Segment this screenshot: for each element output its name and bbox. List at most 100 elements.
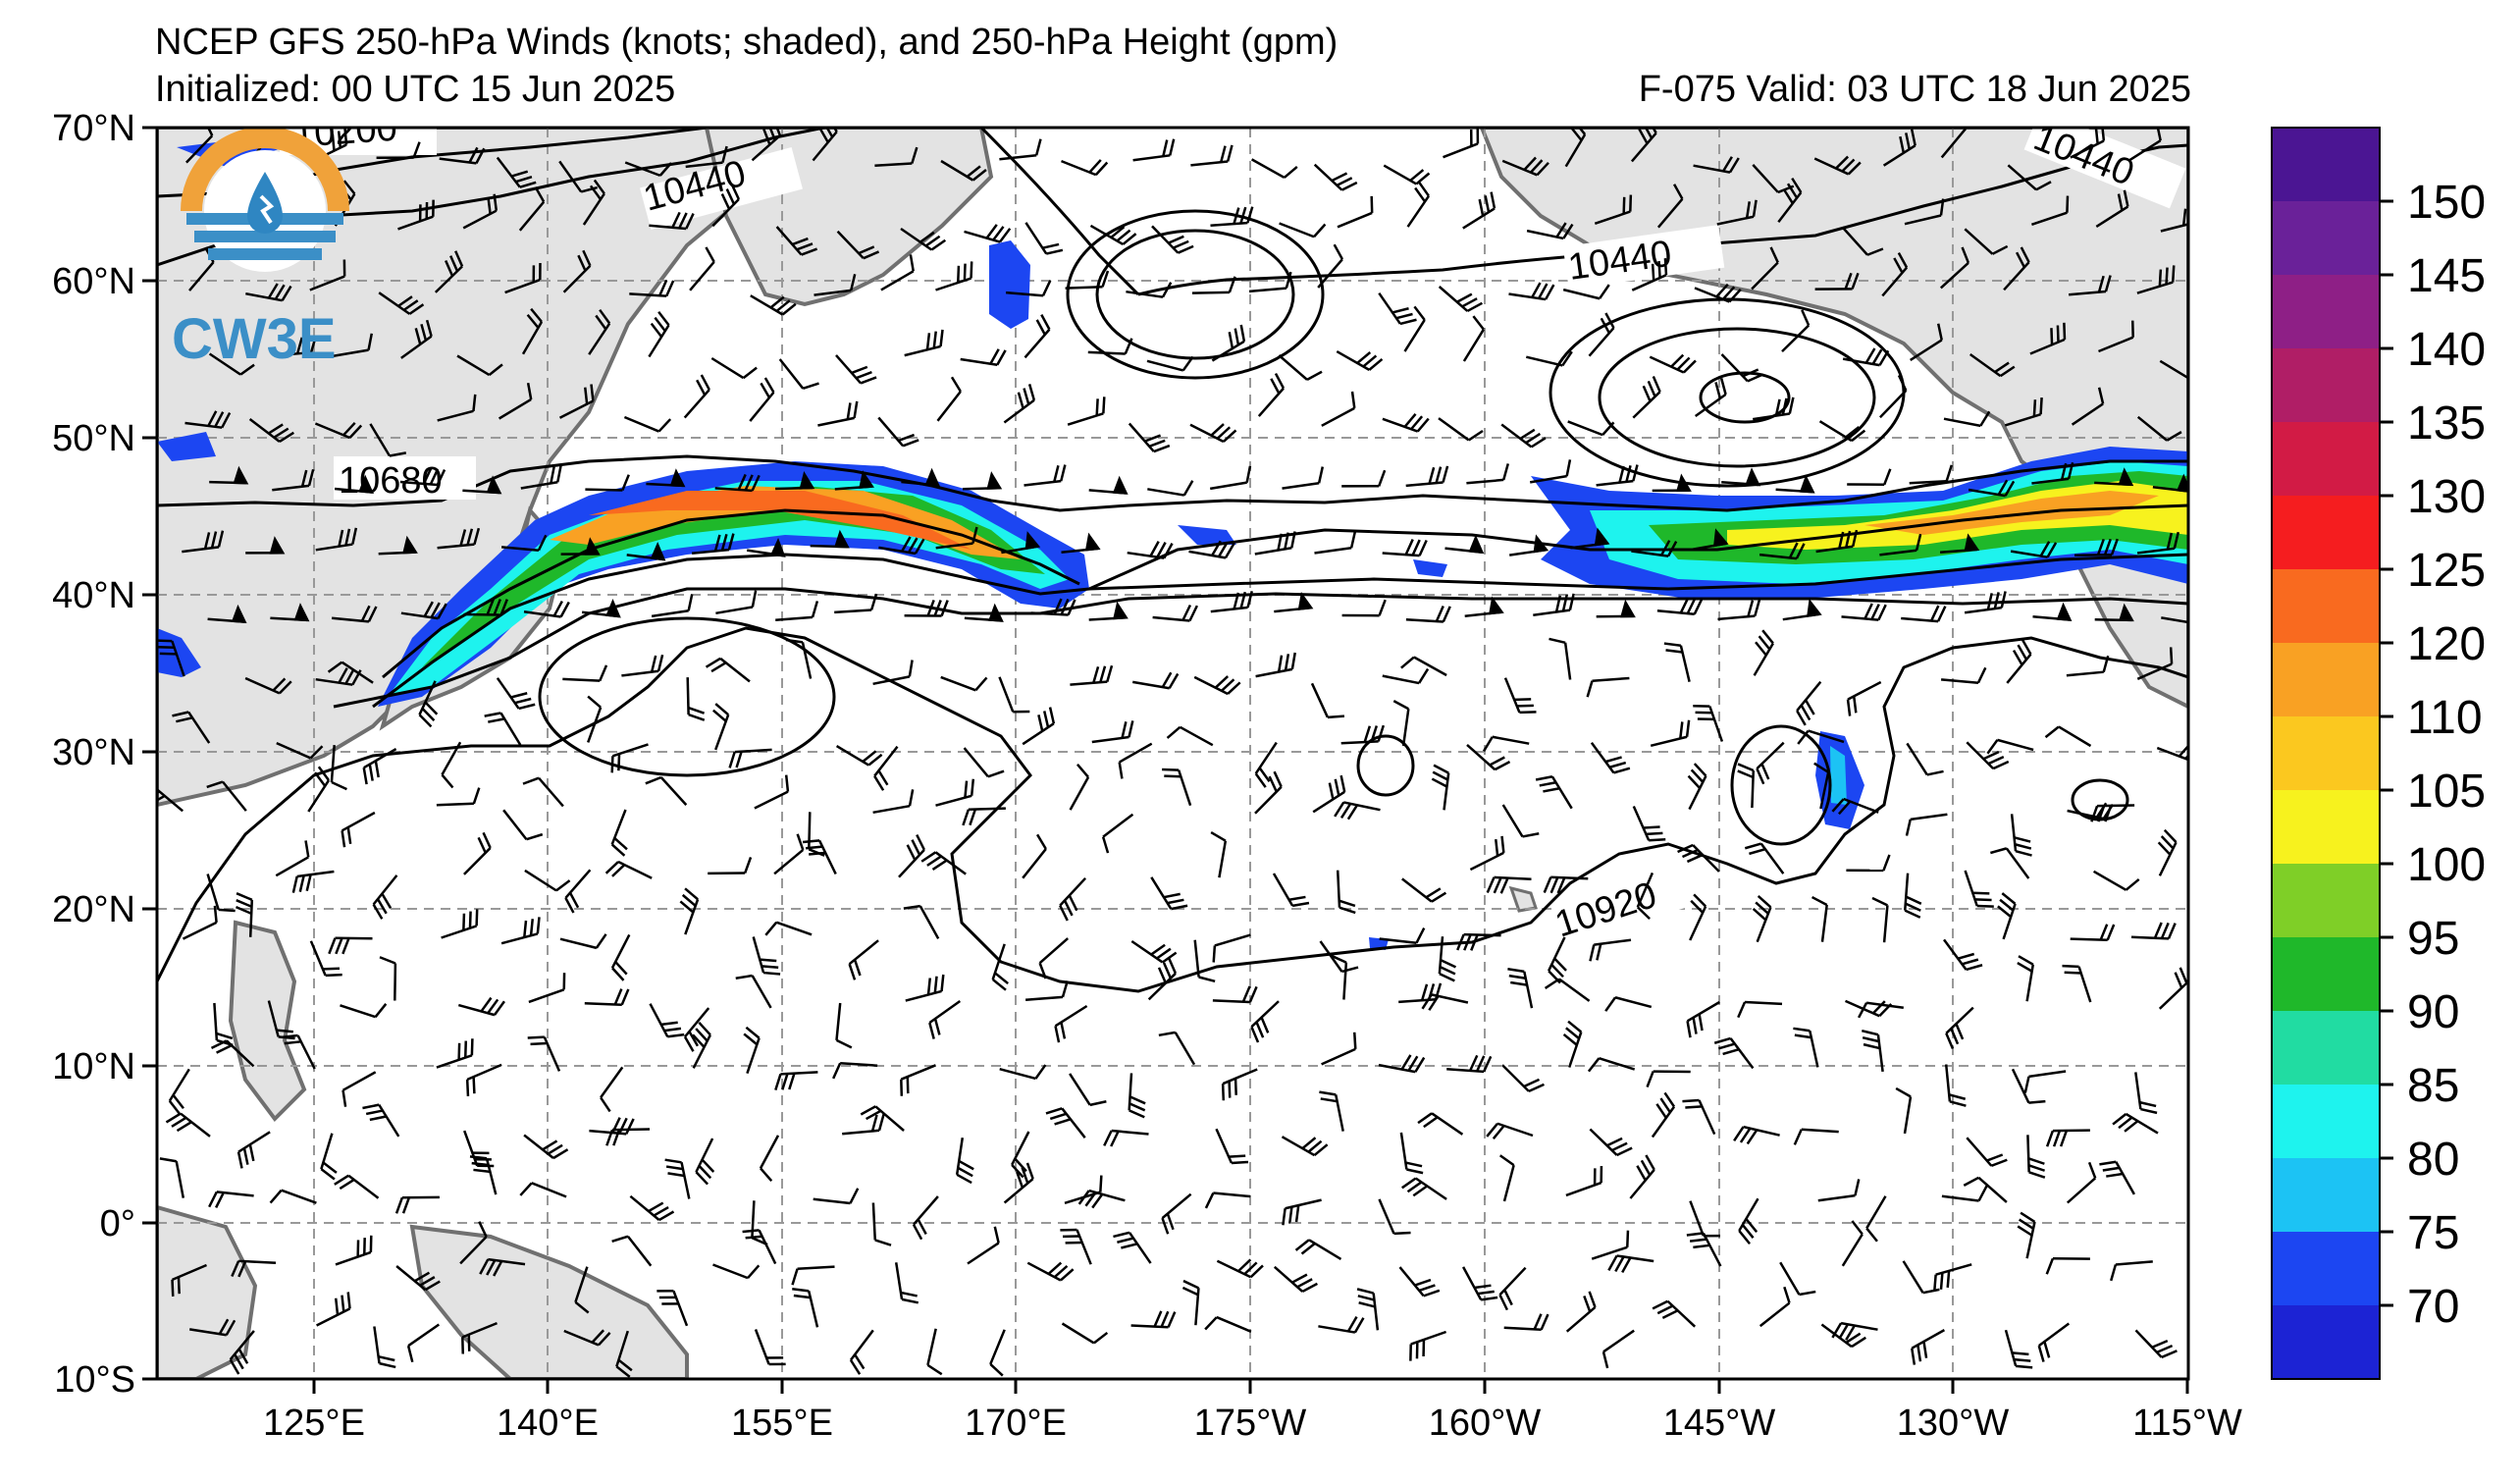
- wind-barb: [1964, 870, 1994, 908]
- wind-barb: [558, 384, 595, 419]
- wind-barb: [1190, 144, 1234, 167]
- wind-barb: [2095, 189, 2129, 228]
- wind-barb: [2157, 828, 2178, 876]
- colorbar-tick-label: 120: [2407, 618, 2486, 670]
- wind-barb: [1716, 199, 1758, 226]
- wind-barb: [1904, 873, 1922, 919]
- lat-label: 50°N: [52, 418, 135, 459]
- wind-barb: [1841, 603, 1887, 621]
- colorbar-swatch: [2272, 1158, 2380, 1233]
- wind-barb: [1902, 1260, 1940, 1295]
- wind-barb: [834, 470, 874, 491]
- wind-barb: [2090, 804, 2135, 822]
- wind-barb: [182, 905, 218, 940]
- wind-barb: [1130, 939, 1178, 964]
- wind-barb: [1596, 464, 1639, 487]
- wind-barb: [1549, 637, 1572, 680]
- wind-barb: [463, 831, 492, 875]
- wind-barb: [1462, 315, 1485, 362]
- wind-barb: [159, 1157, 185, 1198]
- wind-barb: [1737, 1000, 1783, 1019]
- wind-barb: [504, 263, 542, 294]
- colorbar-swatch: [2272, 569, 2380, 644]
- wind-barb: [743, 1026, 761, 1075]
- wind-barb: [605, 1128, 651, 1146]
- colorbar-tick-label: 80: [2407, 1134, 2459, 1186]
- wind-barb: [1067, 397, 1106, 426]
- wind-barb: [434, 250, 464, 293]
- wind-barb: [646, 468, 686, 488]
- wind-barb: [775, 470, 815, 491]
- wind-barb: [1065, 270, 1110, 290]
- wind-barb: [695, 1138, 715, 1186]
- wind-barb: [2159, 359, 2188, 382]
- wind-barb: [1526, 350, 1573, 367]
- colorbar-swatch: [2272, 643, 2380, 717]
- contour-low-bering-inner: [1095, 229, 1295, 360]
- lat-label: 10°N: [52, 1046, 135, 1087]
- wind-barb: [1879, 533, 1922, 556]
- wind-barb: [936, 376, 962, 422]
- wind-barb: [1632, 805, 1666, 842]
- wind-barb: [615, 1330, 633, 1378]
- wind-barb: [1005, 280, 1052, 297]
- wind-patch-small-2: [1413, 559, 1447, 577]
- colorbar-tick-label: 105: [2407, 766, 2486, 818]
- wind-barb: [1024, 314, 1051, 359]
- wind-barb: [775, 601, 819, 621]
- wind-barb: [562, 249, 592, 293]
- wind-barb: [749, 377, 775, 422]
- wind-barb: [189, 1318, 236, 1337]
- wind-barb: [462, 193, 499, 230]
- wind-barb: [1990, 847, 2030, 879]
- wind-barb: [1759, 542, 1806, 560]
- colorbar-tick-label: 145: [2407, 250, 2486, 302]
- wind-barb: [459, 1221, 488, 1265]
- wind-barb: [1399, 1132, 1424, 1175]
- wind-barb: [457, 996, 505, 1017]
- wind-barb: [1152, 604, 1199, 622]
- wind-barb: [835, 354, 877, 385]
- wind-barb: [1997, 892, 2017, 940]
- wind-barb: [935, 261, 973, 291]
- wind-barb: [1469, 835, 1505, 872]
- wind-barb: [1871, 896, 1889, 943]
- wind-barb: [206, 874, 236, 913]
- wind-barb: [1687, 763, 1707, 811]
- wind-barb: [872, 660, 914, 686]
- wind-barb: [341, 811, 376, 848]
- wind-barb: [940, 159, 987, 182]
- wind-barb: [1744, 842, 1785, 874]
- wind-barb: [873, 745, 899, 791]
- wind-barb: [1781, 309, 1811, 352]
- wind-barb: [272, 468, 315, 492]
- lon-label: 155°E: [731, 1403, 833, 1444]
- wind-barb: [245, 283, 292, 302]
- colorbar-tick-label: 125: [2407, 545, 2486, 597]
- wind-barb: [935, 526, 978, 550]
- land-new-guinea: [409, 1224, 689, 1379]
- wind-barb: [621, 654, 664, 677]
- wind-barb: [2134, 1329, 2178, 1359]
- wind-barb: [814, 273, 857, 296]
- colorbar-swatch: [2272, 128, 2380, 202]
- wind-barb: [1069, 764, 1090, 811]
- wind-barb: [207, 604, 247, 624]
- wind-barb: [764, 921, 813, 936]
- wind-barb: [1630, 128, 1657, 163]
- wind-barb: [2004, 1329, 2033, 1369]
- wind-barb: [1689, 1200, 1720, 1238]
- wind-barb: [1651, 1091, 1676, 1139]
- wind-barb: [836, 230, 880, 260]
- wind-barb: [1652, 1299, 1697, 1328]
- contour-10920: [157, 626, 2188, 993]
- wind-barb: [564, 869, 592, 914]
- wind-barb: [441, 909, 479, 939]
- wind-barb: [436, 787, 481, 807]
- wind-barb: [1906, 742, 1944, 776]
- wind-barb: [1337, 195, 1374, 229]
- wind-barb: [1846, 854, 1891, 873]
- wind-barb: [562, 664, 608, 682]
- wind-barb: [463, 598, 508, 616]
- colorbar-border: [2271, 127, 2381, 1380]
